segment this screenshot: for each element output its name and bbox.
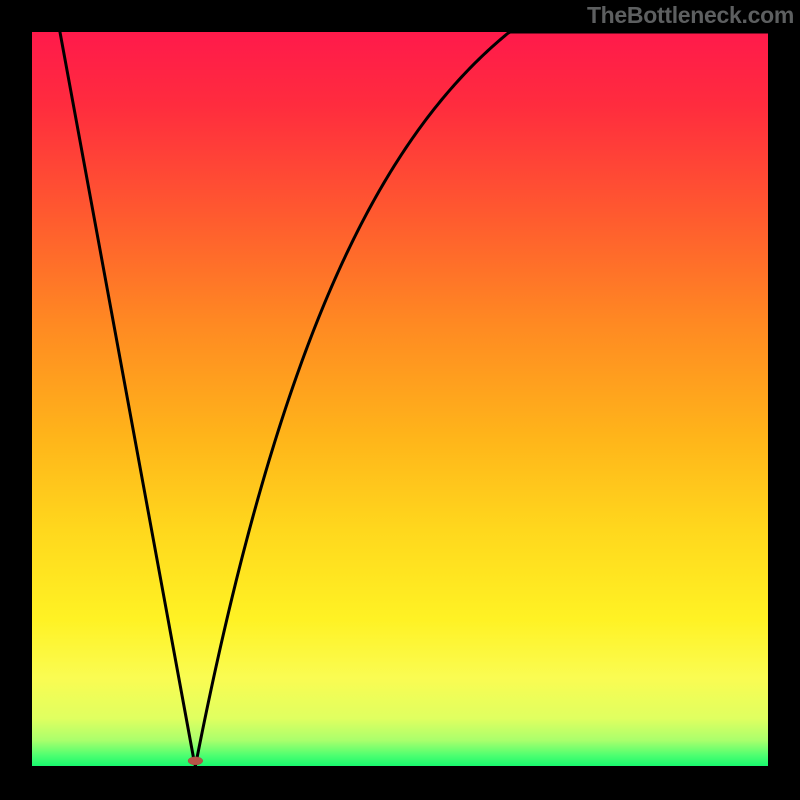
optimal-point-marker (188, 757, 203, 765)
plot-background-gradient (32, 32, 768, 766)
bottleneck-chart (0, 0, 800, 800)
watermark-text: TheBottleneck.com (587, 2, 794, 29)
chart-canvas: TheBottleneck.com (0, 0, 800, 800)
